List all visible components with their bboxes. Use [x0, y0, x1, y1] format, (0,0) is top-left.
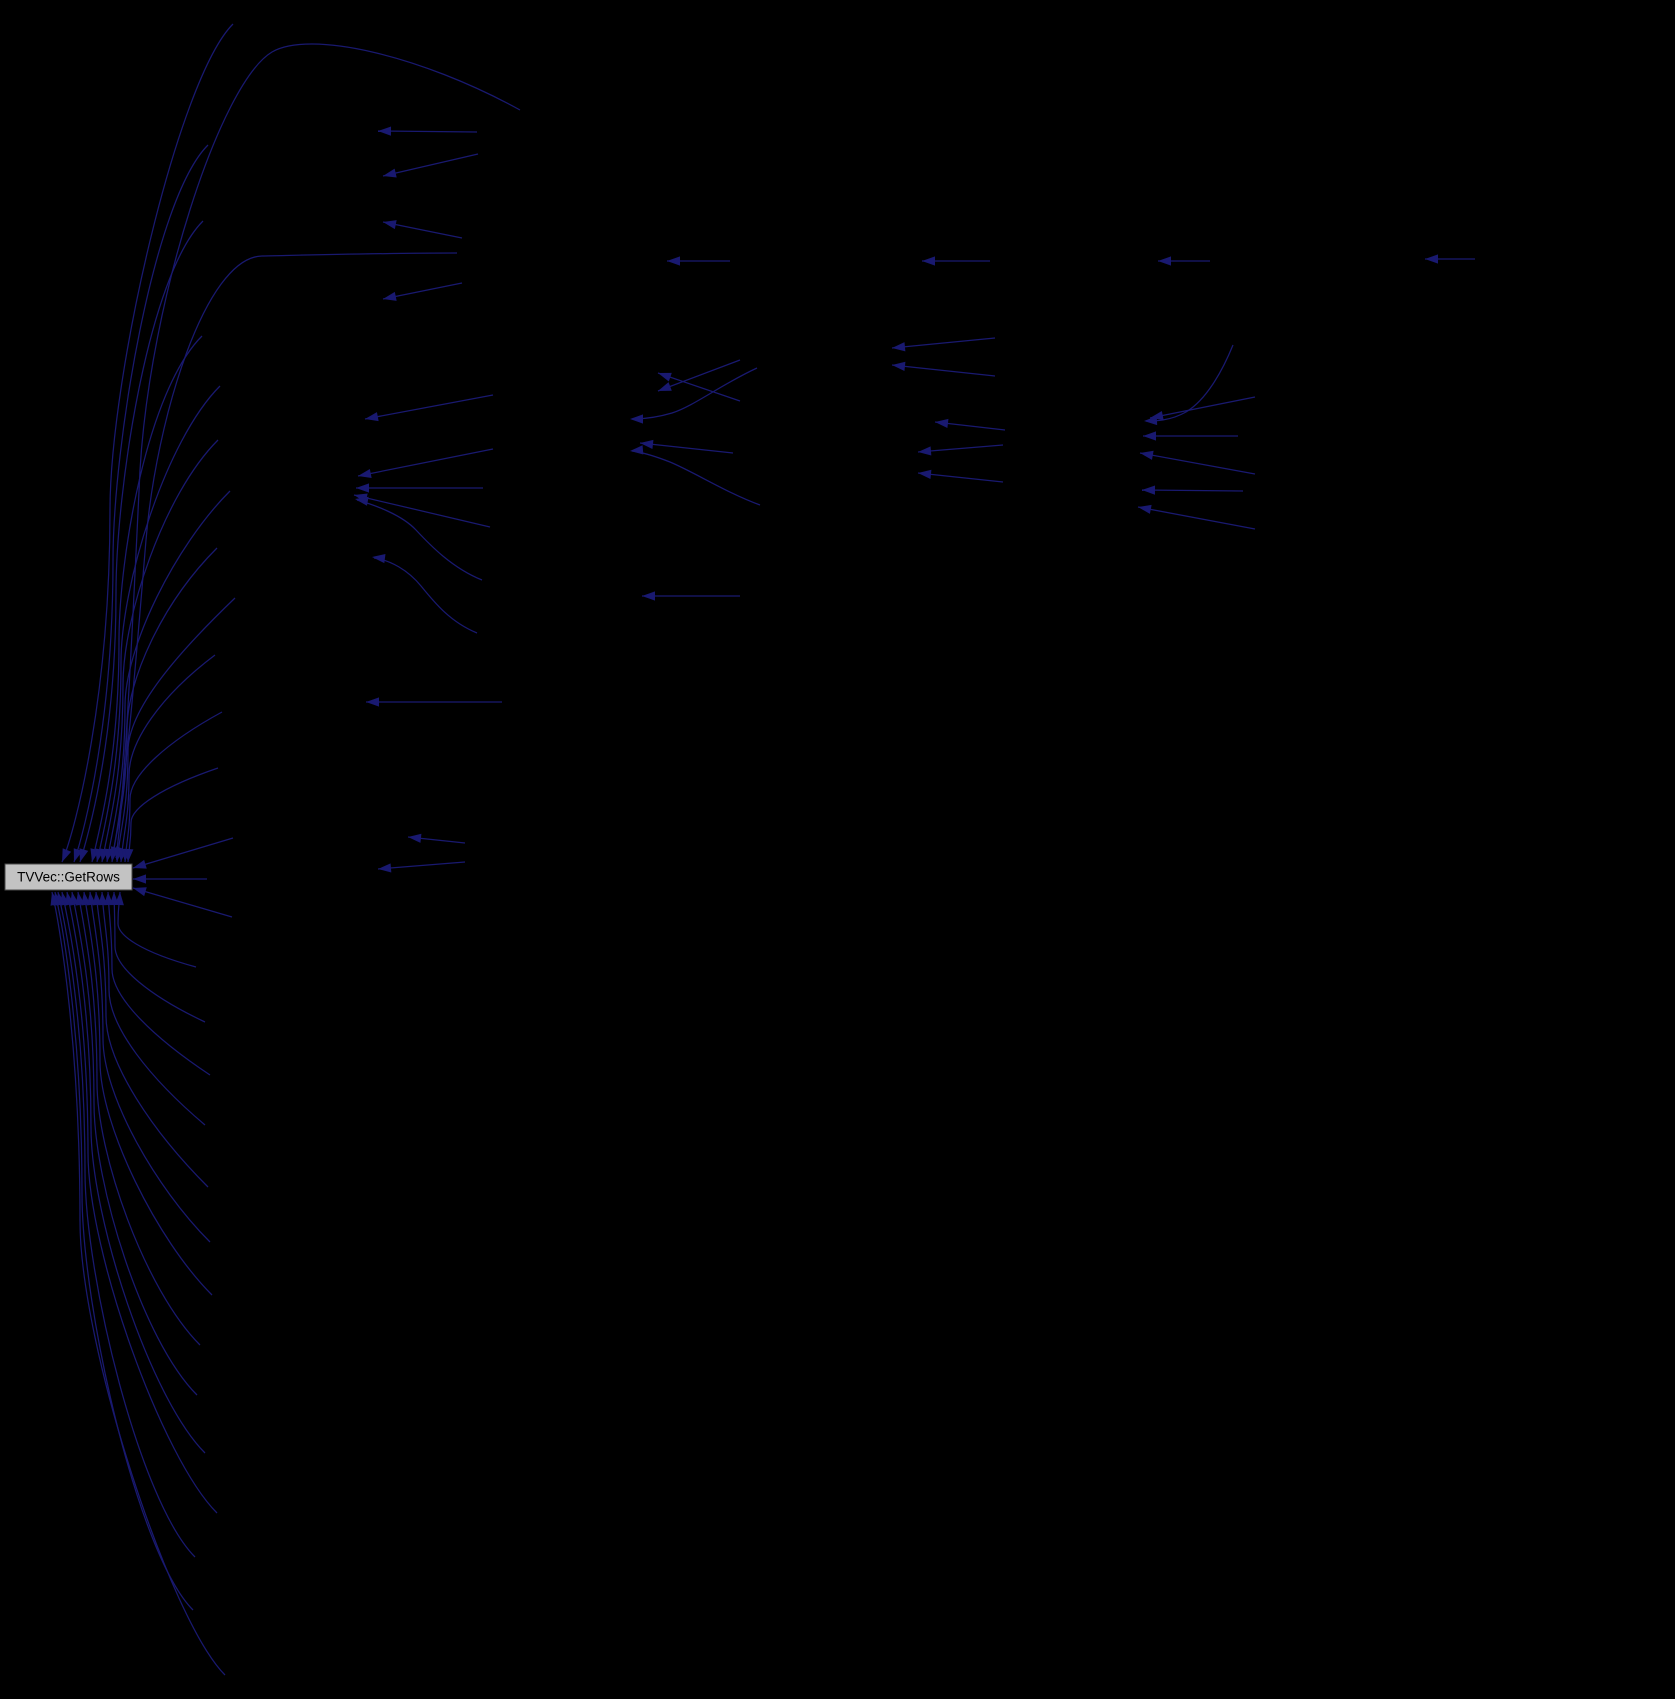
edge-arrowhead: [935, 418, 949, 429]
edge-arrowhead: [918, 469, 932, 479]
call-edge: [382, 221, 463, 239]
call-edge: [54, 891, 194, 1611]
edge-arrowhead: [372, 554, 386, 564]
call-edge: [917, 444, 1004, 453]
edge-arrowhead: [124, 848, 134, 862]
edge-arrowhead: [133, 887, 147, 897]
call-edge: [120, 654, 216, 863]
call-edge: [124, 711, 223, 863]
main-node-label: TVVec::GetRows: [17, 870, 120, 885]
call-edge: [101, 439, 219, 863]
edge-arrowhead: [383, 220, 397, 230]
edge-arrowhead: [1138, 504, 1152, 514]
call-edge: [106, 490, 231, 863]
call-edge: [101, 891, 206, 1126]
call-edge: [66, 891, 206, 1454]
edge-arrowhead: [408, 833, 422, 843]
edge-arrowhead: [667, 256, 680, 266]
edge-arrowhead: [378, 863, 392, 873]
call-edge: [96, 385, 221, 863]
call-edge: [356, 499, 483, 581]
call-edge: [77, 891, 201, 1346]
edge-arrowhead: [918, 446, 932, 456]
call-edge: [107, 891, 211, 1076]
edge-arrowhead: [356, 483, 369, 493]
edge-arrowhead: [658, 372, 672, 382]
call-edge: [95, 891, 209, 1188]
edge-arrowhead: [658, 382, 672, 391]
call-edge: [377, 861, 466, 870]
call-edge: [657, 359, 741, 392]
edge-arrowhead: [383, 291, 397, 301]
call-edge: [111, 252, 458, 859]
call-edge: [631, 450, 761, 506]
call-edge: [73, 144, 209, 863]
edge-arrowhead: [1143, 431, 1156, 441]
call-edge: [631, 367, 758, 420]
call-edge: [639, 442, 734, 454]
call-edge: [116, 597, 236, 863]
call-edge: [132, 887, 233, 918]
edge-arrowhead: [922, 256, 935, 266]
edge-arrowhead: [630, 414, 643, 424]
call-edge: [917, 472, 1004, 483]
call-edge: [132, 837, 234, 869]
edge-arrowhead: [358, 468, 372, 478]
call-edge: [377, 130, 478, 133]
call-edge: [891, 364, 996, 377]
edge-arrowhead: [892, 342, 906, 352]
call-edge: [91, 335, 203, 863]
edge-arrowhead: [1142, 485, 1156, 495]
edge-arrowhead: [1144, 415, 1158, 426]
edge-arrowhead: [383, 168, 397, 178]
edge-arrowhead: [1158, 256, 1171, 266]
edges-layer: [50, 23, 1475, 1676]
call-edge: [51, 891, 226, 1676]
edge-arrowhead: [640, 439, 654, 449]
call-edge: [657, 372, 741, 402]
edge-arrowhead: [50, 892, 60, 906]
call-edge: [357, 448, 494, 477]
call-edge: [353, 494, 491, 528]
call-edge: [61, 891, 218, 1514]
edge-arrowhead: [355, 496, 369, 506]
edge-arrowhead: [1425, 254, 1438, 264]
edge-arrowhead: [642, 591, 655, 601]
call-edge: [1139, 452, 1256, 475]
call-edge: [1149, 396, 1256, 419]
call-edge: [89, 891, 211, 1243]
main-node-box[interactable]: [4, 863, 133, 891]
edge-arrowhead: [892, 361, 906, 371]
edge-arrowhead: [378, 126, 392, 136]
edge-arrowhead: [79, 848, 89, 862]
call-edge: [57, 891, 196, 1558]
call-edge: [79, 220, 204, 863]
call-edge: [1137, 506, 1256, 530]
call-edge: [127, 767, 219, 863]
edge-arrowhead: [103, 892, 114, 906]
edge-arrowhead: [365, 412, 379, 422]
main-node[interactable]: TVVec::GetRows: [4, 863, 133, 891]
edge-arrowhead: [630, 445, 644, 455]
call-edge: [111, 547, 218, 863]
call-edge: [83, 891, 213, 1296]
call-edge: [382, 153, 479, 177]
call-edge: [61, 23, 234, 863]
call-edge: [373, 557, 478, 634]
call-edge: [364, 394, 494, 420]
edge-arrowhead: [133, 874, 146, 884]
call-edge: [115, 43, 521, 859]
call-edge: [1145, 344, 1234, 422]
edge-arrowhead: [366, 697, 379, 707]
edge-arrowhead: [62, 848, 72, 862]
call-edge: [71, 891, 198, 1396]
call-edge: [891, 337, 996, 349]
call-edge: [382, 282, 463, 300]
edge-arrowhead: [133, 859, 147, 869]
call-edge: [1141, 489, 1244, 492]
call-edge: [113, 891, 206, 1023]
edge-arrowhead: [1140, 450, 1154, 460]
